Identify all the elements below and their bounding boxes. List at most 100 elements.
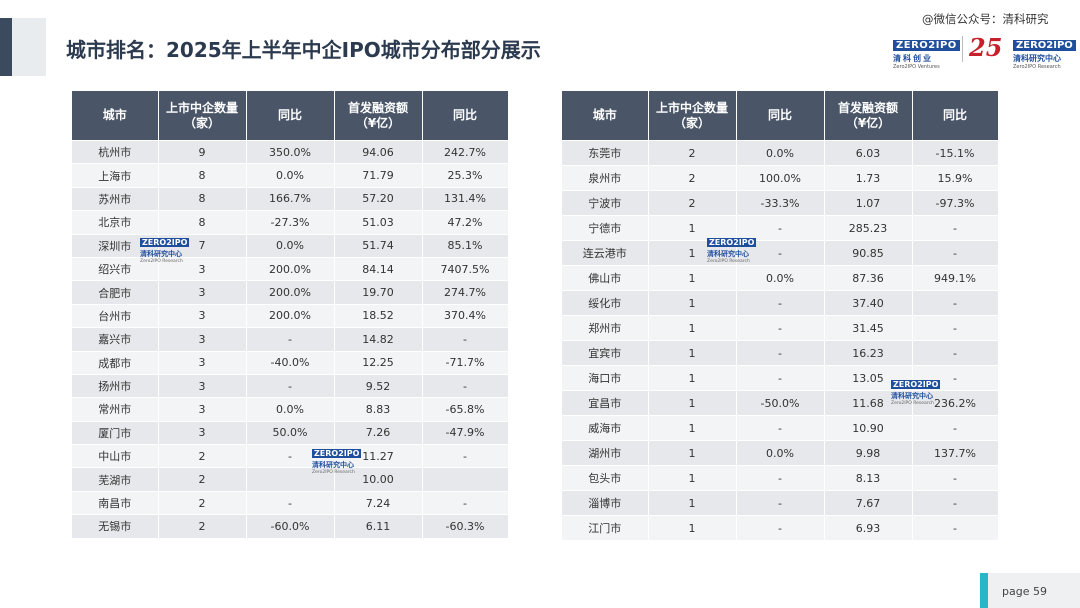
amount-yoy-cell <box>422 467 509 492</box>
ipo-amount-cell: 31.45 <box>824 315 913 341</box>
city-cell: 中山市 <box>72 444 159 468</box>
ipo-amount-cell: 87.36 <box>824 265 913 291</box>
city-cell: 宜宾市 <box>562 340 649 366</box>
listed-count-cell: 8 <box>158 163 247 188</box>
ipo-amount-cell: 6.03 <box>824 140 913 166</box>
amount-yoy-cell: - <box>912 315 999 341</box>
city-cell: 嘉兴市 <box>72 327 159 352</box>
count-yoy-cell: 200.0% <box>246 303 335 328</box>
table-row: 杭州市 9 350.0% 94.06 242.7% <box>72 139 509 164</box>
listed-count-cell: 3 <box>158 397 247 422</box>
table-row: 台州市 3 200.0% 18.52 370.4% <box>72 303 509 328</box>
table-row: 江门市 1-6.93- <box>562 515 999 540</box>
table-row: 南昌市 2-7.24- <box>72 490 509 515</box>
ipo-amount-cell: 7.26 <box>334 420 423 445</box>
amount-yoy-cell: 131.4% <box>422 186 509 211</box>
amount-yoy-cell: -97.3% <box>912 190 999 216</box>
amount-yoy-cell: - <box>912 340 999 366</box>
listed-count-cell: 3 <box>158 327 247 352</box>
listed-count-header: 上市中企数量 （家） <box>158 91 247 141</box>
city-cell: 湖州市 <box>562 440 649 466</box>
amount-yoy-cell: -65.8% <box>422 397 509 422</box>
count-yoy-cell: -60.0% <box>246 514 335 538</box>
ipo-amount-cell: 90.85 <box>824 240 913 266</box>
ipo-amount-cell: 7.24 <box>334 490 423 515</box>
amount-yoy-cell: -47.9% <box>422 420 509 445</box>
zero2ipo-research-logo: ZERO2IPO 清科研究中心 Zero2IPO Research <box>1013 33 1077 70</box>
city-header: 城市 <box>72 91 159 141</box>
listed-count-cell: 2 <box>158 490 247 515</box>
ipo-amount-cell: 6.93 <box>824 515 913 540</box>
listed-count-cell: 3 <box>158 373 247 398</box>
table-row: 宜宾市 1-16.23- <box>562 340 999 366</box>
city-cell: 苏州市 <box>72 186 159 211</box>
amount-yoy-cell: - <box>912 490 999 516</box>
listed-count-cell: 9 <box>158 139 247 164</box>
city-cell: 宁德市 <box>562 215 649 241</box>
count-yoy-cell: 350.0% <box>246 139 335 164</box>
table-row: 嘉兴市 3-14.82- <box>72 327 509 352</box>
title-accent-bar <box>0 18 12 76</box>
city-cell: 包头市 <box>562 465 649 491</box>
count-yoy-cell: 100.0% <box>736 165 825 191</box>
amount-yoy-cell: - <box>912 240 999 266</box>
listed-count-cell: 1 <box>648 365 737 391</box>
listed-count-header: 上市中企数量 （家） <box>648 91 737 141</box>
amount-yoy-cell: -60.3% <box>422 514 509 538</box>
count-yoy-cell: -27.3% <box>246 210 335 235</box>
city-cell: 扬州市 <box>72 373 159 398</box>
title-accent-band <box>12 18 46 76</box>
amount-yoy-cell: 15.9% <box>912 165 999 191</box>
table-row: 连云港市 1-90.85- <box>562 240 999 266</box>
count-yoy-cell: - <box>736 215 825 241</box>
count-yoy-cell: - <box>736 365 825 391</box>
listed-count-cell: 2 <box>648 165 737 191</box>
ipo-amount-cell: 10.90 <box>824 415 913 441</box>
amount-yoy-cell: -71.7% <box>422 350 509 375</box>
count-yoy-cell: 0.0% <box>246 397 335 422</box>
city-cell: 郑州市 <box>562 315 649 341</box>
ipo-amount-cell: 8.83 <box>334 397 423 422</box>
count-yoy-cell: 0.0% <box>736 140 825 166</box>
city-cell: 无锡市 <box>72 514 159 538</box>
city-cell: 成都市 <box>72 350 159 375</box>
listed-count-cell: 3 <box>158 420 247 445</box>
ipo-amount-cell: 7.67 <box>824 490 913 516</box>
table-row: 扬州市 3-9.52- <box>72 373 509 398</box>
table-row: 合肥市 3 200.0% 19.70 274.7% <box>72 280 509 305</box>
city-ranking-table-right: 城市 上市中企数量 （家） 同比 首发融资额 （¥亿） 同比 东莞市 2 0.0% 6.03 -15… <box>562 91 999 540</box>
table-row: 厦门市 3 50.0% 7.26 -47.9% <box>72 420 509 445</box>
table-row: 深圳市 7 0.0% 51.74 85.1% <box>72 233 509 258</box>
amount-yoy-cell: 236.2% <box>912 390 999 416</box>
table-row: 宜昌市 1 -50.0% 11.68 236.2% <box>562 390 999 416</box>
amount-yoy-header: 同比 <box>422 91 509 141</box>
amount-yoy-cell: - <box>912 415 999 441</box>
amount-yoy-cell: - <box>422 373 509 398</box>
count-yoy-cell: 200.0% <box>246 280 335 305</box>
ipo-amount-cell: 18.52 <box>334 303 423 328</box>
table-row: 中山市 2-11.27- <box>72 444 509 468</box>
listed-count-cell: 1 <box>648 390 737 416</box>
ipo-amount-cell: 9.52 <box>334 373 423 398</box>
ipo-amount-cell: 12.25 <box>334 350 423 375</box>
city-cell: 宜昌市 <box>562 390 649 416</box>
listed-count-cell: 8 <box>158 210 247 235</box>
ipo-amount-cell: 13.05 <box>824 365 913 391</box>
ipo-amount-cell: 11.27 <box>334 444 423 468</box>
city-cell: 合肥市 <box>72 280 159 305</box>
amount-yoy-cell: 370.4% <box>422 303 509 328</box>
count-yoy-cell: 0.0% <box>736 440 825 466</box>
count-yoy-cell: - <box>246 490 335 515</box>
count-yoy-cell: 0.0% <box>246 163 335 188</box>
city-ranking-table-left: 城市 上市中企数量 （家） 同比 首发融资额 （¥亿） 同比 杭州市 9 350.0% 94.06… <box>72 91 509 538</box>
table-row: 苏州市 8 166.7% 57.20 131.4% <box>72 186 509 211</box>
count-yoy-cell <box>246 467 335 492</box>
listed-count-cell: 2 <box>158 467 247 492</box>
amount-yoy-cell: 85.1% <box>422 233 509 258</box>
city-cell: 绍兴市 <box>72 256 159 281</box>
table-row: 绍兴市 3 200.0% 84.14 7407.5% <box>72 256 509 281</box>
amount-yoy-cell: - <box>422 490 509 515</box>
amount-yoy-cell: 7407.5% <box>422 256 509 281</box>
ipo-amount-cell: 84.14 <box>334 256 423 281</box>
table-row: 无锡市 2 -60.0% 6.11 -60.3% <box>72 514 509 538</box>
